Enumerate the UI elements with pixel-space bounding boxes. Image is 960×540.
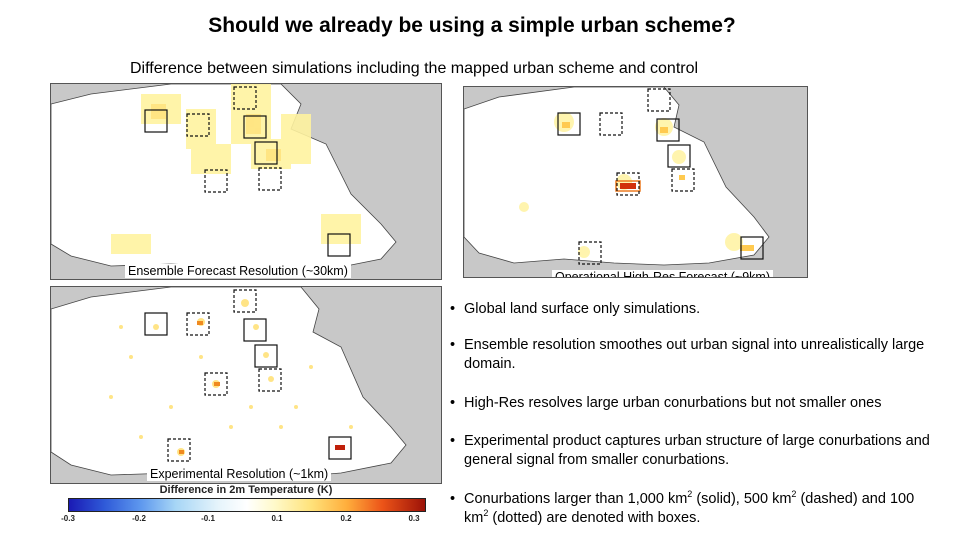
colorbar-tick: 0.1 — [271, 514, 283, 523]
superscript: 2 — [483, 508, 489, 519]
panel-label-experimental: Experimental Resolution (~1km) — [147, 467, 332, 481]
bullet-text-d: (dotted) are denoted with boxes. — [488, 510, 701, 526]
slide-subtitle: Difference between simulations including… — [130, 60, 699, 77]
colorbar-title: Difference in 2m Temperature (K) — [159, 484, 333, 496]
map-panel-experimental: Experimental Resolution (~1km) — [50, 286, 442, 484]
colorbar-tick: -0.3 — [61, 514, 75, 523]
bullet-glyph: • — [450, 491, 456, 507]
bullet-text: Conurbations larger than 1,000 km2 (soli… — [464, 489, 915, 526]
superscript: 2 — [687, 489, 693, 500]
bullet-glyph: • — [450, 433, 456, 449]
bullet-item: • Global land surface only simulations. — [450, 300, 940, 319]
superscript: 2 — [791, 489, 797, 500]
bullet-item: • Experimental product captures urban st… — [450, 432, 940, 470]
map-panel-operational: Operational High-Res Forecast (~9km) — [463, 86, 808, 278]
bullet-text: Global land surface only simulations. — [464, 301, 701, 317]
bullet-glyph: • — [450, 301, 456, 317]
colorbar-tick: 0.2 — [340, 514, 352, 523]
bullet-glyph: • — [450, 395, 456, 411]
colorbar-gradient — [68, 498, 426, 512]
experimental-map — [51, 287, 441, 483]
bullet-text: Experimental product captures urban stru… — [464, 433, 930, 468]
slide-title: Should we already be using a simple urba… — [208, 14, 736, 37]
colorbar: Difference in 2m Temperature (K) -0.3 -0… — [50, 484, 442, 524]
ensemble-map — [51, 84, 441, 279]
bullet-text-a: Conurbations larger than 1,000 km — [464, 491, 688, 507]
bullet-text-c: (dashed) and 100 km — [464, 491, 915, 526]
bullet-text: Ensemble resolution smoothes out urban s… — [464, 337, 925, 372]
panel-label-ensemble: Ensemble Forecast Resolution (~30km) — [125, 264, 351, 278]
panel-label-operational: Operational High-Res Forecast (~9km) — [552, 270, 774, 277]
map-panel-ensemble: Ensemble Forecast Resolution (~30km) — [50, 83, 442, 280]
bullet-item: • High-Res resolves large urban conurbat… — [450, 394, 940, 413]
bullet-text: High-Res resolves large urban conurbatio… — [464, 395, 882, 411]
colorbar-tick: -0.2 — [132, 514, 146, 523]
operational-map — [464, 87, 807, 277]
bullet-item: • Conurbations larger than 1,000 km2 (so… — [450, 490, 940, 528]
bullet-text-b: (solid), 500 km — [692, 491, 792, 507]
colorbar-tick: -0.1 — [201, 514, 215, 523]
bullet-item: • Ensemble resolution smoothes out urban… — [450, 336, 940, 374]
colorbar-tick: 0.3 — [408, 514, 420, 523]
bullet-glyph: • — [450, 337, 456, 353]
